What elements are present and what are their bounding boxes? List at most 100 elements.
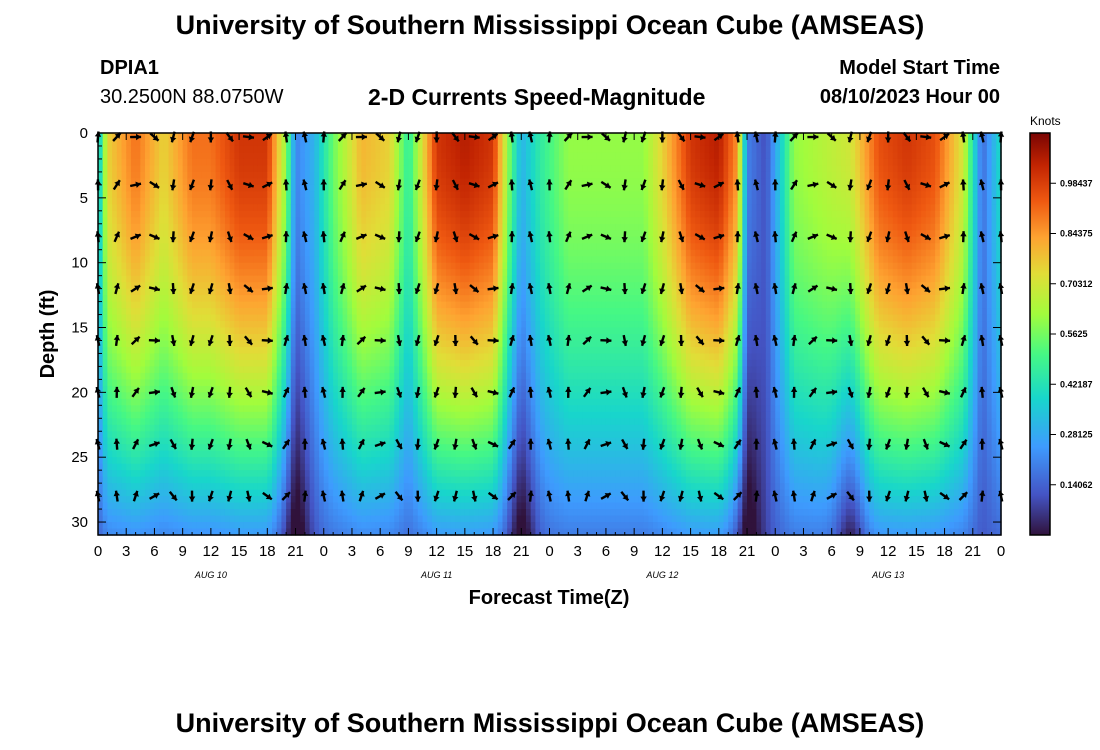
heatmap-cell <box>220 165 226 173</box>
heatmap-cell <box>351 515 358 523</box>
heatmap-cell <box>149 243 156 251</box>
heatmap-cell <box>201 210 207 218</box>
heatmap-cell <box>140 152 146 160</box>
heatmap-cell <box>347 431 353 439</box>
heatmap-cell <box>257 133 264 141</box>
heatmap-cell <box>347 327 353 335</box>
heatmap-cell <box>248 269 254 277</box>
heatmap-cell <box>257 184 264 192</box>
heatmap-cell <box>239 223 245 231</box>
heatmap-cell <box>267 450 273 458</box>
heatmap-cell <box>342 476 348 484</box>
heatmap-cell <box>431 158 438 167</box>
heatmap-cell <box>403 178 409 186</box>
heatmap-cell <box>159 515 165 523</box>
heatmap-cell <box>380 515 386 523</box>
heatmap-cell <box>220 210 226 218</box>
heatmap-cell <box>342 171 348 179</box>
heatmap-cell <box>98 444 104 452</box>
heatmap-cell <box>224 502 231 510</box>
heatmap-cell <box>413 139 419 147</box>
heatmap-cell <box>351 243 358 251</box>
heatmap-cell <box>154 528 160 536</box>
heatmap-cell <box>408 301 414 309</box>
heatmap-cell <box>116 405 123 413</box>
heatmap-cell <box>399 152 405 160</box>
heatmap-cell <box>323 385 330 393</box>
heatmap-cell <box>168 353 174 361</box>
heatmap-cell <box>130 424 137 432</box>
heatmap-cell <box>460 236 466 244</box>
heatmap-cell <box>361 223 367 231</box>
heatmap-cell <box>196 372 203 380</box>
heatmap-cell <box>159 275 165 283</box>
heatmap-cell <box>323 515 330 523</box>
heatmap-cell <box>215 379 221 387</box>
heatmap-cell <box>394 334 400 342</box>
heatmap-cell <box>366 275 372 283</box>
heatmap-cell <box>163 489 170 497</box>
heatmap-cell <box>272 496 278 504</box>
heatmap-cell <box>309 191 315 199</box>
heatmap-cell <box>441 424 447 432</box>
heatmap-cell <box>126 405 132 413</box>
heatmap-cell <box>257 385 264 393</box>
heatmap-cell <box>314 372 320 380</box>
heatmap-cell <box>295 288 301 296</box>
heatmap-cell <box>177 515 184 523</box>
heatmap-cell <box>319 379 325 387</box>
heatmap-cell <box>210 288 217 296</box>
heatmap-cell <box>149 437 156 445</box>
heatmap-cell <box>126 171 132 179</box>
heatmap-cell <box>107 269 113 277</box>
heatmap-cell <box>272 301 278 309</box>
heatmap-cell <box>121 353 127 361</box>
heatmap-cell <box>431 262 438 270</box>
heatmap-cell <box>224 379 231 387</box>
heatmap-cell <box>182 334 188 342</box>
heatmap-cell <box>224 171 231 179</box>
heatmap-cell <box>257 158 264 167</box>
heatmap-cell <box>286 340 292 348</box>
heatmap-cell <box>436 184 442 192</box>
heatmap-cell <box>145 133 151 141</box>
heatmap-cell <box>295 483 301 491</box>
heatmap-cell <box>243 398 250 406</box>
heatmap-cell <box>112 489 118 497</box>
heatmap-cell <box>328 275 334 283</box>
heatmap-cell <box>422 528 428 536</box>
heatmap-cell <box>446 379 452 387</box>
heatmap-cell <box>380 262 386 270</box>
heatmap-cell <box>347 476 353 484</box>
heatmap-cell <box>304 191 311 199</box>
heatmap-cell <box>431 301 438 309</box>
heatmap-cell <box>168 282 174 290</box>
heatmap-cell <box>192 489 198 497</box>
heatmap-cell <box>121 366 127 374</box>
heatmap-cell <box>281 385 287 393</box>
heatmap-cell <box>469 204 475 212</box>
heatmap-cell <box>356 256 362 264</box>
heatmap-cell <box>375 509 381 517</box>
heatmap-cell <box>159 450 165 458</box>
heatmap-cell <box>187 139 193 147</box>
heatmap-cell <box>229 489 235 497</box>
heatmap-cell <box>196 301 203 309</box>
heatmap-cell <box>323 334 330 342</box>
heatmap-cell <box>159 398 165 406</box>
heatmap-cell <box>333 502 339 510</box>
heatmap-cell <box>370 295 377 303</box>
heatmap-cell <box>347 424 353 432</box>
heatmap-cell <box>243 256 250 264</box>
heatmap-cell <box>220 269 226 277</box>
heatmap-cell <box>239 249 245 257</box>
heatmap-cell <box>436 217 442 225</box>
heatmap-cell <box>107 230 113 238</box>
heatmap-cell <box>337 139 344 147</box>
heatmap-cell <box>469 191 475 199</box>
heatmap-cell <box>464 295 471 303</box>
heatmap-cell <box>182 139 188 147</box>
heatmap-cell <box>163 236 170 244</box>
heatmap-cell <box>384 282 391 290</box>
heatmap-cell <box>187 379 193 387</box>
